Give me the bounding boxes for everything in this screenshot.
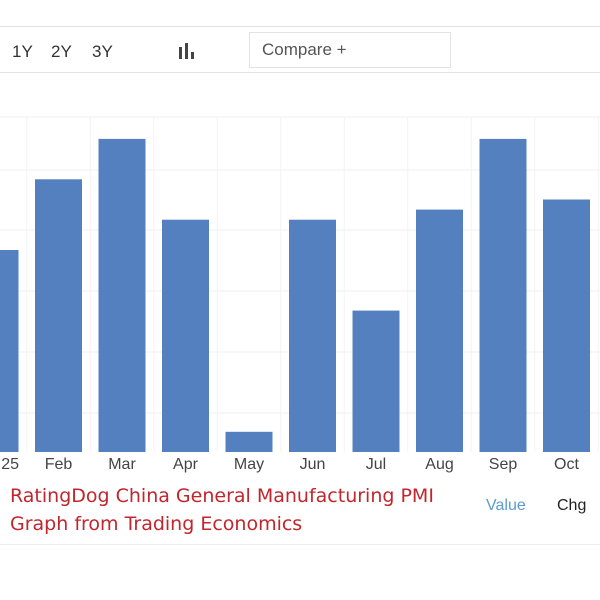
x-tick-label: Mar [108,456,136,473]
caption-title: RatingDog China General Manufacturing PM… [10,485,434,507]
x-tick-label: Jul [366,456,386,473]
caption-source: Graph from Trading Economics [10,513,303,535]
range-2y-button[interactable]: 2Y [51,42,72,61]
bar-mar[interactable] [98,138,146,452]
bar-oct[interactable] [543,199,590,453]
bar-jul[interactable] [352,310,400,452]
bar-may[interactable] [225,431,273,452]
bar-chart-icon[interactable] [179,43,197,59]
bar-jun[interactable] [289,219,336,452]
value-tab[interactable]: Value [486,497,526,514]
bar-apr[interactable] [162,219,209,452]
range-1y-button[interactable]: 1Y [12,42,33,61]
x-tick-label: Jun [300,456,326,473]
pmi-bar-chart: Jan 25 Feb Mar Apr May Jun Jul Aug Sep Oct [0,116,600,473]
x-tick-label: Aug [425,456,453,473]
compare-input[interactable]: Compare + [249,32,451,68]
x-tick-label: Oct [554,456,579,473]
bar-aug[interactable] [416,209,463,452]
x-tick-label: Apr [173,456,199,473]
chg-tab[interactable]: Chg [557,497,587,514]
bar-sep[interactable] [479,138,527,452]
bar-feb[interactable] [35,179,82,453]
x-tick-label: Feb [45,456,73,473]
chart-caption: RatingDog China General Manufacturing PM… [10,482,434,538]
chart-toolbar: 1Y 2Y 3Y Compare + [0,27,600,73]
range-3y-button[interactable]: 3Y [92,42,113,61]
footer-divider [0,544,600,545]
x-tick-label: Sep [489,456,518,473]
x-tick-label: Jan 25 [0,456,19,473]
x-tick-label: May [234,456,264,473]
bar-jan-25[interactable] [0,250,19,452]
header-divider [0,26,600,27]
